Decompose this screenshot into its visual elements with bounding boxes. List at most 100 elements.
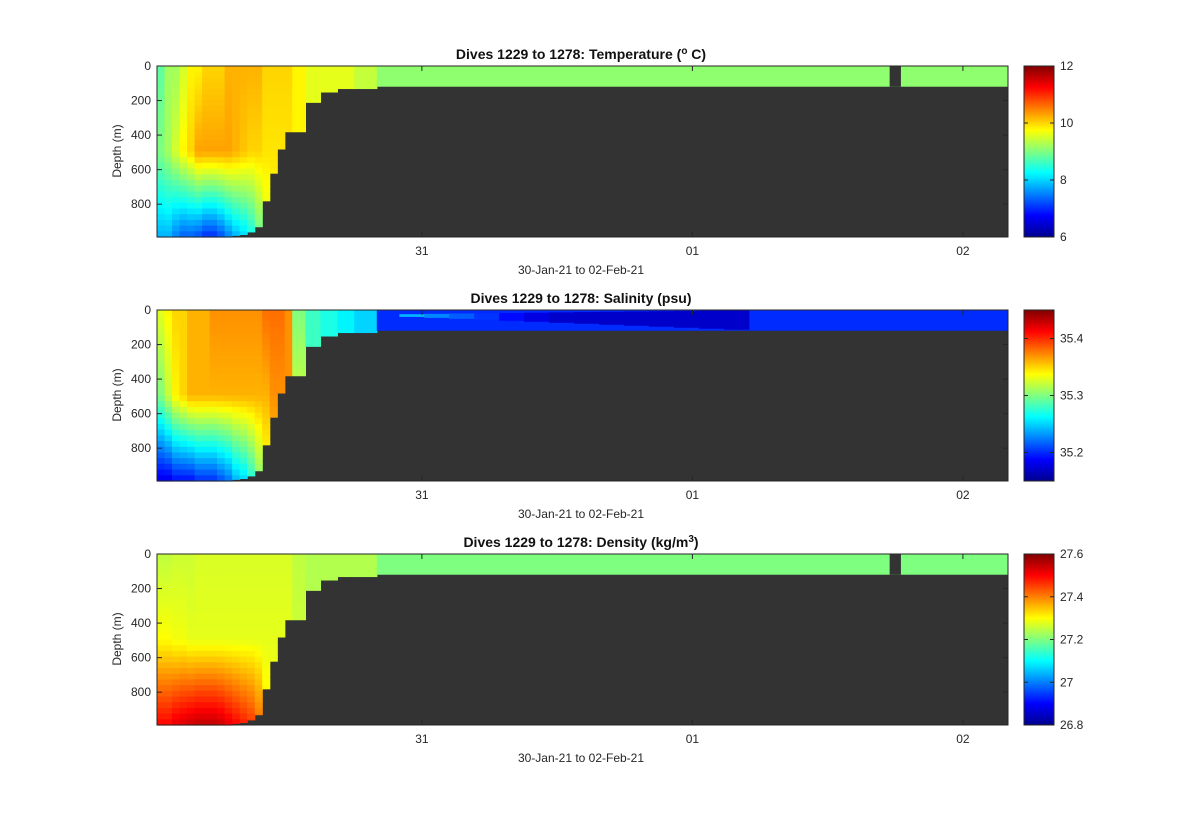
heatmap-cell [247,554,256,561]
heatmap-cell [194,441,203,448]
heatmap-cell [179,378,188,385]
heatmap-cell [157,463,166,471]
heatmap-cell [217,582,226,589]
heatmap-cell [164,633,173,641]
heatmap-cell [157,713,166,720]
heatmap-cell [187,554,196,561]
heatmap-cell [224,100,233,107]
heatmap-cell [157,168,166,175]
heatmap-cell [202,355,211,362]
heatmap-cell [187,628,196,635]
colorbar-tick-label: 27 [1060,675,1074,689]
y-tick-label: 0 [144,547,151,561]
heatmap-cell [187,639,196,646]
heatmap-cell [284,361,293,368]
heatmap-cell [269,100,278,107]
heatmap-cell [232,418,241,425]
heatmap-cell [224,469,233,476]
heatmap-cell [292,327,307,334]
profile-column [354,554,378,578]
heatmap-cell [239,355,248,362]
heatmap-cell [202,157,211,164]
heatmap-cell [172,100,181,107]
heatmap-cell [269,378,278,385]
heatmap-cell [239,662,248,669]
heatmap-cell [194,174,203,181]
heatmap-cell [232,679,241,686]
heatmap-cell [164,310,173,317]
heatmap-cell [157,174,166,181]
heatmap-cell [202,372,211,379]
heatmap-cell [202,713,211,720]
heatmap-cell [194,225,203,232]
heatmap-cell [269,66,278,73]
heatmap-cell [172,128,181,135]
heatmap-cell [164,702,173,709]
heatmap-cell [202,117,211,124]
heatmap-cell [172,452,181,459]
heatmap-cell [172,332,181,340]
heatmap-cell [262,429,271,436]
heatmap-cell [172,446,181,454]
heatmap-cell [292,582,307,589]
heatmap-cell [202,225,211,232]
heatmap-cell [217,565,226,572]
heatmap-cell [239,208,248,215]
heatmap-cell [269,611,278,618]
heatmap-cell [179,702,188,709]
heatmap-cell [194,128,203,135]
heatmap-cell [262,384,271,391]
heatmap-cell [269,168,278,174]
heatmap-cell [172,367,181,374]
heatmap-cell [187,128,196,135]
heatmap-cell [202,162,211,170]
profile-column [179,310,188,482]
heatmap-cell [354,571,378,578]
heatmap-cell [262,559,271,566]
heatmap-cell [172,435,181,442]
heatmap-cell [239,361,248,368]
heatmap-cell [202,673,211,680]
heatmap-cell [172,554,181,561]
heatmap-cell [194,668,203,675]
heatmap-cell [224,151,233,158]
heatmap-cell [209,668,218,675]
heatmap-cell [194,185,203,192]
heatmap-cell [172,668,181,675]
heatmap-cell [157,315,166,322]
heatmap-cell [262,145,271,153]
heatmap-cell [224,202,233,210]
heatmap-cell [209,633,218,641]
heatmap-cell [172,355,181,362]
heatmap-cell [187,395,196,402]
heatmap-cell [194,321,203,328]
heatmap-cell [305,571,322,578]
heatmap-cell [232,361,241,368]
heatmap-cell [172,662,181,669]
heatmap-cell [284,605,293,612]
heatmap-cell [239,174,248,181]
heatmap-cell [247,707,256,715]
heatmap-cell [157,441,166,448]
heatmap-cell [239,406,248,414]
heatmap-cell [284,83,293,90]
heatmap-cell [209,361,218,368]
heatmap-cell [269,571,278,578]
heatmap-cell [277,559,286,566]
heatmap-cell [254,123,263,130]
heatmap-cell [269,372,278,379]
heatmap-cell [320,315,338,322]
heatmap-cell [164,605,173,612]
heatmap-cell [224,582,233,589]
profile-column [239,310,248,480]
heatmap-cell [224,633,233,641]
heatmap-cell [194,713,203,720]
heatmap-cell [179,174,188,181]
heatmap-cell [157,372,166,379]
fresh-water-tongue [723,310,750,330]
heatmap-cell [157,616,166,623]
heatmap-cell [269,338,278,345]
heatmap-cell [247,429,256,436]
heatmap-cell [194,565,203,572]
heatmap-cell [209,622,218,629]
